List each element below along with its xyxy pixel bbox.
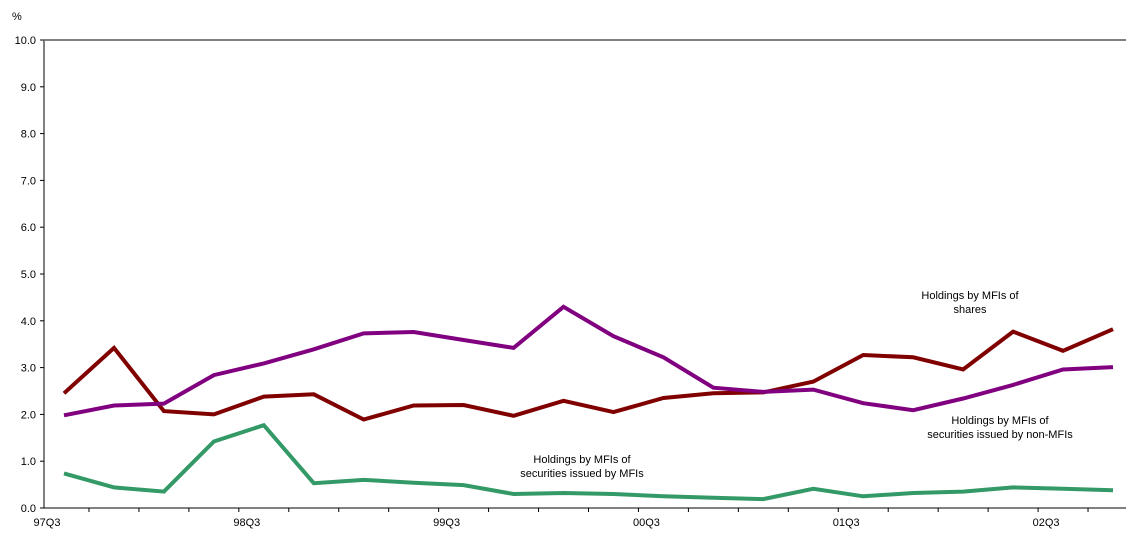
x-tick-label: 01Q3 [833, 517, 860, 529]
series-label-line: securities issued by non-MFIs [927, 429, 1073, 441]
series-line-non-mfi-securities [63, 304, 1114, 418]
series-label-line: securities issued by MFIs [520, 468, 644, 480]
y-tick-label: 3.0 [21, 363, 36, 375]
y-tick-label: 1.0 [21, 456, 36, 468]
y-axis-unit-label: % [12, 11, 22, 23]
series-label-line: Holdings by MFIs of [951, 415, 1049, 427]
y-tick-label: 4.0 [21, 316, 36, 328]
y-tick-label: 2.0 [21, 409, 36, 421]
series-label-line: Holdings by MFIs of [921, 290, 1019, 302]
x-tick-label: 98Q3 [233, 517, 260, 529]
series-label-non-mfi-securities: Holdings by MFIs of securities issued by … [927, 415, 1073, 441]
y-tick-label: 10.0 [15, 35, 36, 47]
x-tick-label: 97Q3 [34, 517, 61, 529]
y-tick-label: 7.0 [21, 175, 36, 187]
y-tick-label: 8.0 [21, 129, 36, 141]
y-axis: 0.0 1.0 2.0 3.0 4.0 5.0 6.0 7.0 8.0 9.0 10.0 [15, 35, 1126, 515]
x-tick-label: 99Q3 [433, 517, 460, 529]
x-axis: 97Q3 98Q3 99Q3 00Q3 01Q3 02Q3 [34, 507, 1126, 529]
series-label-line: Holdings by MFIs of [533, 454, 631, 466]
y-tick-label: 6.0 [21, 222, 36, 234]
series-line-shares [62, 327, 1114, 422]
y-tick-label: 9.0 [21, 82, 36, 94]
x-tick-label: 02Q3 [1033, 517, 1060, 529]
y-tick-label: 0.0 [21, 503, 36, 515]
series-label-shares: Holdings by MFIs of shares [921, 290, 1019, 316]
series-line-mfi-securities [63, 422, 1114, 502]
y-tick-label: 5.0 [21, 269, 36, 281]
series-label-line: shares [953, 304, 987, 316]
series-lines [62, 304, 1114, 502]
series-label-mfi-securities: Holdings by MFIs of securities issued by … [520, 454, 644, 480]
x-tick-label: 00Q3 [633, 517, 660, 529]
